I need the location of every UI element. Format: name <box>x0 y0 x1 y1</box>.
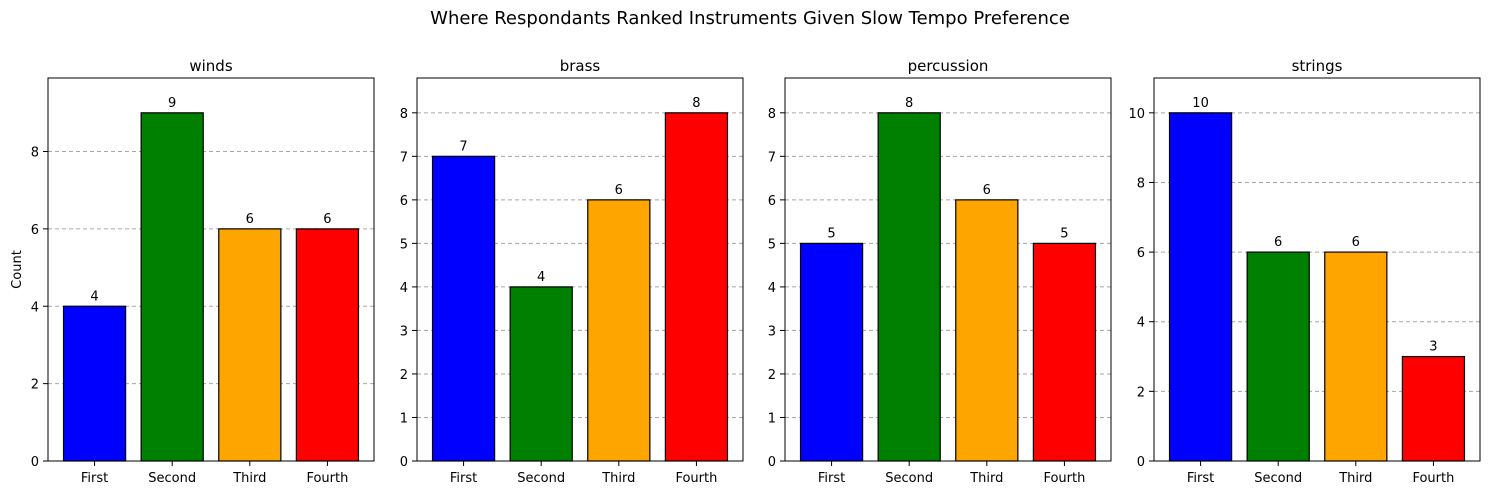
axes-frame <box>416 77 744 462</box>
bar-percussion-first <box>799 242 864 462</box>
bar-winds-second <box>140 112 204 462</box>
bar-strings-second <box>1246 251 1310 462</box>
figure-title: Where Respondants Ranked Instruments Giv… <box>430 8 1070 29</box>
chart-panel-brass: 7 First 4 Second 6 Third 8 Fourth 0 1 2 3 4 5 6 7 8 brass <box>400 57 744 486</box>
data-label: 4 <box>90 289 98 304</box>
y-tick-label: 5 <box>768 237 776 252</box>
bar-brass-first <box>431 155 496 462</box>
y-tick-label: 0 <box>400 455 408 470</box>
data-label: 9 <box>168 96 176 111</box>
axes-frame <box>784 77 1112 462</box>
bar-percussion-third <box>955 199 1019 462</box>
data-label: 4 <box>537 270 545 285</box>
bar-brass-fourth <box>664 112 729 462</box>
data-label: 8 <box>692 96 700 111</box>
x-tick-label: First <box>1187 471 1214 486</box>
data-label: 7 <box>459 139 467 154</box>
panel-title: winds <box>189 57 232 75</box>
x-tick-label: Fourth <box>675 471 717 486</box>
data-label: 6 <box>1274 235 1282 250</box>
y-tick-label: 1 <box>400 411 408 426</box>
data-label: 6 <box>323 212 331 227</box>
panel-title: brass <box>560 57 601 75</box>
y-tick-label: 8 <box>400 107 408 122</box>
bar-percussion-second <box>877 112 941 462</box>
data-label: 6 <box>983 183 991 198</box>
x-tick-label: Fourth <box>1043 471 1085 486</box>
data-label: 5 <box>827 226 835 241</box>
x-tick-label: Third <box>969 471 1003 486</box>
x-tick-label: Second <box>517 471 565 486</box>
bar-percussion-fourth <box>1032 242 1097 462</box>
bar-brass-third <box>587 199 651 462</box>
bar-winds-third <box>218 228 282 462</box>
x-tick-label: First <box>81 471 108 486</box>
y-axis-label: Count <box>10 250 25 289</box>
data-label: 6 <box>1352 235 1360 250</box>
data-label: 8 <box>905 96 913 111</box>
axes-frame <box>1153 77 1481 462</box>
data-label: 6 <box>615 183 623 198</box>
y-tick-label: 8 <box>31 146 39 161</box>
bar-strings-fourth <box>1401 355 1466 462</box>
y-tick-label: 4 <box>31 300 39 315</box>
y-tick-label: 0 <box>31 455 39 470</box>
y-tick-label: 8 <box>768 107 776 122</box>
data-label: 5 <box>1060 226 1068 241</box>
y-tick-label: 1 <box>768 411 776 426</box>
panel-title: percussion <box>908 57 989 75</box>
y-tick-label: 3 <box>768 324 776 339</box>
axes-frame <box>47 77 375 462</box>
y-tick-label: 4 <box>1137 316 1145 331</box>
bar-brass-second <box>509 286 573 462</box>
chart-panel-percussion: 5 First 8 Second 6 Third 5 Fourth 0 1 2 3 4 5 6 7 8 percu… <box>768 57 1112 486</box>
chart-panel-strings: 10 First 6 Second 6 Third 3 Fourth 0 2 4 6 8 10 string… <box>1128 57 1481 486</box>
data-label: 10 <box>1192 96 1209 111</box>
bar-winds-fourth <box>295 228 360 462</box>
x-tick-label: Second <box>1254 471 1302 486</box>
y-tick-label: 6 <box>1137 246 1145 261</box>
x-tick-label: First <box>450 471 477 486</box>
y-tick-label: 6 <box>768 194 776 209</box>
y-tick-label: 2 <box>768 368 776 383</box>
data-label: 6 <box>246 212 254 227</box>
y-tick-label: 2 <box>1137 385 1145 400</box>
bar-winds-first <box>62 305 127 462</box>
x-tick-label: Fourth <box>306 471 348 486</box>
data-label: 3 <box>1429 340 1437 355</box>
y-tick-label: 0 <box>1137 455 1145 470</box>
x-tick-label: Third <box>1338 471 1372 486</box>
y-tick-label: 3 <box>400 324 408 339</box>
bar-strings-first <box>1168 112 1233 462</box>
y-tick-label: 10 <box>1128 107 1145 122</box>
y-tick-label: 4 <box>400 281 408 296</box>
x-tick-label: First <box>818 471 845 486</box>
panel-title: strings <box>1292 57 1343 75</box>
y-tick-label: 6 <box>400 194 408 209</box>
chart-panel-winds: 4 First 9 Second 6 Third 6 Fourth 0 2 4 6 8 winds Coun… <box>10 57 375 486</box>
y-tick-label: 6 <box>31 223 39 238</box>
x-tick-label: Second <box>148 471 196 486</box>
y-tick-label: 4 <box>768 281 776 296</box>
bar-strings-third <box>1324 251 1388 462</box>
y-tick-label: 2 <box>400 368 408 383</box>
y-tick-label: 8 <box>1137 176 1145 191</box>
y-tick-label: 7 <box>400 150 408 165</box>
x-tick-label: Fourth <box>1412 471 1454 486</box>
x-tick-label: Third <box>601 471 635 486</box>
y-tick-label: 5 <box>400 237 408 252</box>
y-tick-label: 7 <box>768 150 776 165</box>
y-tick-label: 0 <box>768 455 776 470</box>
x-tick-label: Second <box>885 471 933 486</box>
x-tick-label: Third <box>232 471 266 486</box>
y-tick-label: 2 <box>31 378 39 393</box>
